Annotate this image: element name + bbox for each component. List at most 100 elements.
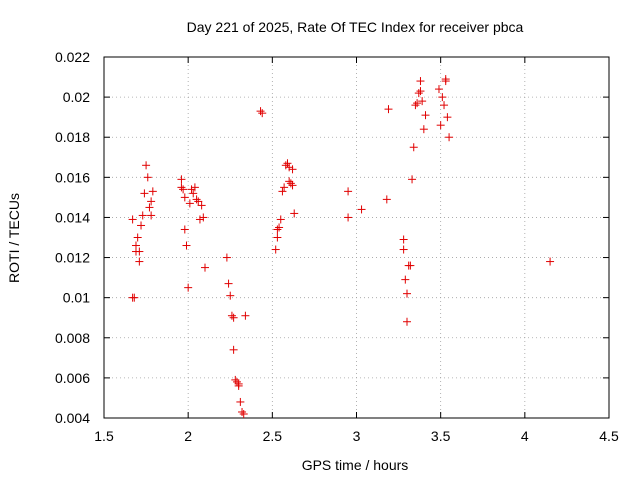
data-point [409,143,418,152]
x-tick-label: 3.5 [431,428,451,444]
data-point [403,289,411,298]
data-point [421,111,430,120]
data-point [190,183,199,192]
data-point [187,185,196,194]
y-tick-label: 0.016 [55,169,90,185]
data-point [236,397,245,406]
data-point [222,253,231,262]
data-point [286,179,295,188]
data-point [413,99,422,108]
data-point [399,235,408,244]
data-point [143,173,152,182]
x-tick-label: 2 [184,428,192,444]
data-point [241,311,250,320]
data-point [411,101,420,110]
y-axis-label: ROTI / TECUs [6,193,22,283]
y-tick-label: 0.006 [55,370,90,386]
data-point [177,175,186,184]
data-point [133,233,142,242]
data-point [441,75,450,84]
x-tick-label: 3 [353,428,361,444]
data-point [199,213,208,222]
y-tick-label: 0.02 [63,89,90,105]
data-point [419,125,428,134]
data-point [283,159,292,168]
data-point [192,195,201,204]
data-point [148,187,157,196]
data-point [177,183,186,192]
data-point [408,175,417,184]
data-point [256,107,265,116]
data-point [135,247,144,256]
data-point [138,211,147,220]
data-point [276,215,285,224]
data-point [229,313,238,322]
data-point [135,257,144,266]
data-point [344,187,353,196]
data-point [288,181,297,190]
data-point [278,187,287,196]
y-tick-label: 0.022 [55,49,90,65]
data-point [185,199,194,208]
chart-title: Day 221 of 2025, Rate Of TEC Index for r… [187,19,524,35]
x-tick-label: 2.5 [263,428,283,444]
data-point [238,407,247,416]
data-point [195,215,204,224]
y-tick-label: 0.01 [63,290,90,306]
data-point [399,245,408,254]
data-point [384,105,393,114]
data-point [201,263,209,272]
y-tick-label: 0.018 [55,129,90,145]
data-point [271,245,280,254]
y-tick-labels: 0.004 0.006 0.008 0.01 0.012 0.014 0.016 0.018 0… [55,49,90,426]
x-tick-label: 4.5 [599,428,619,444]
data-point [436,121,445,130]
data-point [401,275,410,284]
data-points [128,75,555,418]
x-axis-label: GPS time / hours [302,457,409,473]
x-tick-label: 4 [521,428,529,444]
data-point [273,233,282,242]
y-tick-label: 0.014 [55,209,90,225]
data-point [357,205,366,214]
data-point [231,375,240,384]
data-point [226,291,235,300]
data-point [434,85,443,94]
data-point [403,317,411,326]
data-point [224,279,233,288]
data-point [344,213,353,222]
data-point [227,311,236,320]
data-point [189,189,198,198]
data-point [416,87,425,96]
data-point [145,203,154,212]
data-point [275,223,284,232]
data-point [285,163,294,172]
data-point [140,189,149,198]
data-point [128,215,137,224]
x-tick-label: 1.5 [94,428,114,444]
data-point [414,89,423,98]
data-point [438,93,447,102]
data-point [258,109,267,118]
data-point [147,197,156,206]
data-point [418,97,427,106]
data-point [406,261,415,270]
data-point [194,197,203,206]
data-point [285,177,294,186]
data-point [290,209,299,218]
grid [104,57,609,418]
data-point [179,185,188,194]
data-point [142,161,151,170]
x-tick-labels: 1.5 2 2.5 3 3.5 4 4.5 [94,428,619,444]
data-point [239,409,248,418]
data-point [130,293,139,302]
data-point [234,381,243,390]
data-point [182,241,191,250]
data-point [546,257,555,266]
data-point [232,377,241,386]
data-point [180,193,189,202]
data-point [416,77,425,86]
data-point [443,113,452,122]
data-point [440,101,449,110]
